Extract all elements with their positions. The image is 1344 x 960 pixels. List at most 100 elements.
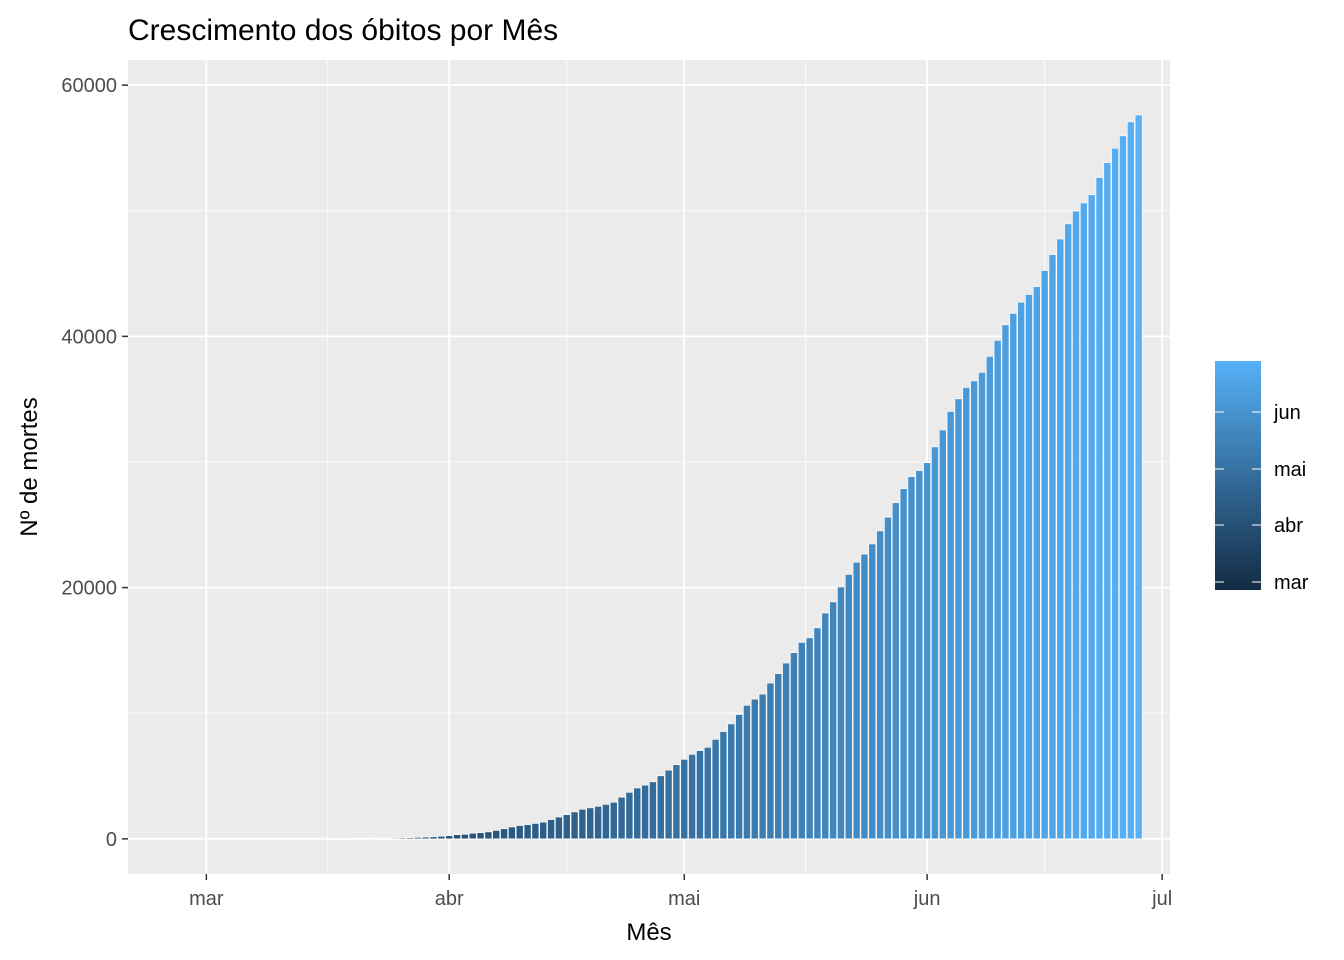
bar [476,832,485,840]
x-tick-label: jul [1151,888,1172,910]
bar [555,816,563,840]
bar [578,808,587,840]
bar [398,837,407,840]
bar [617,796,626,840]
bar [562,814,571,840]
bar [484,831,493,840]
bar [586,807,595,840]
y-tick-label: 60000 [61,75,117,97]
bar [523,824,532,840]
legend-label: mai [1274,459,1306,481]
bar [985,356,994,840]
bar [390,837,399,840]
bar [860,553,869,840]
bar [884,516,892,840]
bar [437,836,446,840]
bar [539,821,548,840]
bar [1095,177,1104,840]
bar [923,462,931,840]
bar [515,825,524,840]
bar [962,387,971,840]
bar [656,775,665,840]
bar [727,723,736,840]
bar [821,612,830,840]
x-tick-label: mar [189,888,224,910]
bar [837,586,845,840]
x-axis-title: Mês [626,919,671,946]
bar [343,838,352,840]
bar [1056,238,1065,840]
legend-colorbar [1215,361,1261,590]
bar [1032,286,1041,840]
bar [782,662,790,840]
bar [594,806,602,840]
bar [1001,324,1010,840]
bar [899,488,908,840]
bar [468,832,477,840]
bar [868,543,877,840]
bar [672,764,681,840]
bar [993,340,1002,840]
bar [1072,210,1080,840]
bar [774,673,783,840]
bar [1103,162,1112,840]
bar [766,682,775,840]
bar [335,838,344,840]
bar [946,411,955,840]
bar [978,372,986,840]
bar [508,826,516,840]
bar [664,769,673,840]
bar [938,429,947,840]
bar [492,830,501,840]
bar [1048,254,1057,840]
bar [547,819,555,840]
y-axis: 0 20000 40000 60000 [61,75,128,851]
bar [327,838,336,840]
bar [570,811,579,840]
bar [876,530,884,840]
bar [790,652,798,840]
bar [1119,135,1127,840]
bar [351,838,360,840]
bar [367,838,375,840]
x-tick-label: abr [435,888,464,910]
bar [711,739,720,840]
bar [641,784,649,840]
bar [1134,114,1143,840]
bar [602,804,610,840]
bar [844,574,853,840]
legend-label: abr [1274,515,1303,537]
bar [421,836,430,840]
bar [719,731,728,840]
bar [891,502,900,840]
y-tick-label: 20000 [61,578,117,600]
bar [500,828,508,840]
y-tick-label: 0 [106,829,117,851]
bar [931,446,939,840]
bar [758,693,767,840]
bar [374,838,383,840]
bar [1017,301,1025,840]
bar [453,834,461,840]
bar [954,398,963,840]
bar [852,562,861,840]
bar [1064,223,1072,840]
bar [531,823,540,840]
bar [1079,202,1088,840]
bar [743,705,751,840]
chart-title: Crescimento dos óbitos por Mês [128,14,558,47]
bar [680,759,689,840]
bar [359,838,367,840]
bar [633,787,642,840]
bar [1087,194,1096,840]
bar [414,837,422,840]
bar [461,834,469,840]
bar [688,754,696,840]
legend-label: mar [1274,572,1309,594]
legend: jun mai abr mar [1215,361,1309,594]
bar [609,802,618,840]
bar [750,698,759,840]
bar [1025,294,1033,840]
y-tick-label: 40000 [61,326,117,348]
